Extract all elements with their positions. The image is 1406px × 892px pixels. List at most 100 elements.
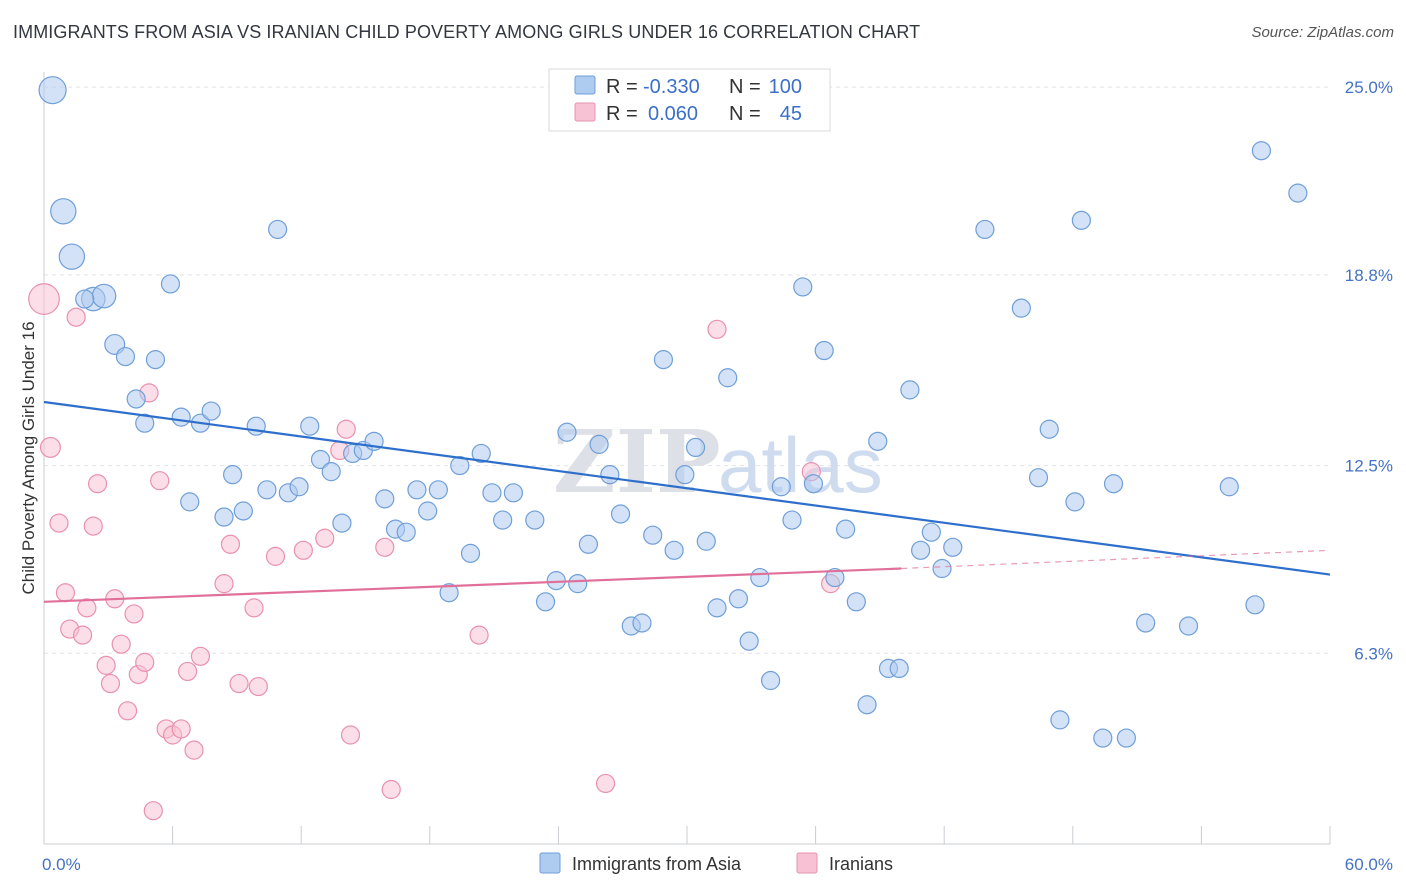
x-tick-label-min: 0.0% bbox=[42, 855, 81, 874]
iranians-point-27 bbox=[214, 574, 234, 594]
asia-point-64 bbox=[750, 567, 770, 588]
bottom-legend-label-asia: Immigrants from Asia bbox=[572, 854, 742, 874]
asia-point-55 bbox=[653, 350, 674, 370]
asia-point-78 bbox=[900, 380, 920, 400]
iranians-point-28 bbox=[220, 534, 241, 554]
asia-point-96 bbox=[1245, 595, 1265, 615]
asia-point-93 bbox=[1136, 613, 1156, 633]
asia-point-69 bbox=[803, 474, 824, 494]
iranians-point-41 bbox=[595, 773, 616, 794]
asia-point-46 bbox=[557, 422, 577, 442]
asia-point-24 bbox=[310, 449, 331, 470]
y-tick-label-3: 6.3% bbox=[1354, 644, 1393, 663]
iranians-point-35 bbox=[336, 419, 356, 439]
iranians-point-25 bbox=[184, 740, 204, 760]
y-tick-label-1: 18.8% bbox=[1345, 266, 1393, 285]
asia-point-4 bbox=[91, 283, 117, 309]
series-legend: Immigrants from Asia Iranians bbox=[539, 852, 893, 874]
iranians-point-1 bbox=[39, 436, 61, 458]
asia-point-0 bbox=[38, 76, 67, 105]
asia-point-92 bbox=[1116, 728, 1136, 748]
asia-point-89 bbox=[1071, 210, 1091, 230]
asia-point-72 bbox=[836, 519, 856, 539]
asia-point-10 bbox=[160, 274, 181, 294]
asia-point-44 bbox=[535, 592, 556, 612]
trend-line-iranians bbox=[43, 567, 902, 603]
series-iranians-points bbox=[28, 283, 841, 821]
asia-point-39 bbox=[471, 443, 491, 464]
asia-point-56 bbox=[664, 540, 684, 560]
iranians-point-33 bbox=[293, 540, 313, 560]
asia-point-73 bbox=[846, 592, 866, 612]
asia-point-86 bbox=[1039, 419, 1059, 439]
asia-point-70 bbox=[814, 340, 834, 361]
iranians-point-26 bbox=[190, 646, 211, 666]
asia-point-33 bbox=[407, 480, 427, 500]
asia-point-2 bbox=[58, 243, 86, 270]
legend-swatch-iranians bbox=[574, 102, 596, 122]
iranians-point-15 bbox=[124, 604, 144, 624]
asia-point-91 bbox=[1103, 474, 1124, 494]
asia-point-88 bbox=[1065, 492, 1085, 512]
asia-point-53 bbox=[632, 613, 652, 633]
asia-point-38 bbox=[460, 543, 481, 563]
legend-r-label-1: R = bbox=[606, 76, 638, 98]
watermark: ZIP atlas bbox=[553, 412, 883, 513]
asia-point-68 bbox=[793, 277, 813, 297]
asia-point-57 bbox=[675, 465, 695, 485]
legend-swatch-asia bbox=[574, 75, 596, 95]
asia-point-34 bbox=[418, 501, 438, 521]
iranians-point-42 bbox=[707, 319, 727, 339]
correlation-legend: R = -0.330 N = 100 R = 0.060 N = 45 bbox=[548, 68, 831, 132]
source-credit: Source: ZipAtlas.com bbox=[1251, 24, 1394, 41]
iranians-point-11 bbox=[100, 673, 121, 694]
watermark-zip: ZIP bbox=[553, 412, 721, 513]
asia-point-87 bbox=[1050, 710, 1070, 730]
series-asia-points bbox=[38, 76, 1308, 748]
asia-point-94 bbox=[1178, 616, 1199, 636]
iranians-point-23 bbox=[171, 719, 191, 739]
asia-point-54 bbox=[643, 525, 663, 545]
legend-n-label-2: N = bbox=[729, 103, 761, 125]
asia-point-50 bbox=[600, 465, 620, 485]
iranians-point-31 bbox=[248, 676, 268, 697]
iranians-point-9 bbox=[87, 474, 108, 494]
iranians-point-37 bbox=[340, 725, 361, 745]
legend-r-value-2: 0.060 bbox=[648, 103, 698, 125]
legend-n-value-2: 45 bbox=[780, 103, 802, 125]
asia-point-79 bbox=[911, 540, 931, 560]
asia-point-80 bbox=[921, 522, 941, 542]
legend-r-label-2: R = bbox=[606, 103, 638, 125]
asia-point-62 bbox=[728, 589, 749, 609]
iranians-point-3 bbox=[55, 583, 76, 603]
asia-point-65 bbox=[760, 670, 781, 691]
bottom-legend-label-iranians: Iranians bbox=[829, 854, 893, 874]
legend-r-value-1: -0.330 bbox=[643, 76, 700, 98]
axes bbox=[43, 72, 1331, 845]
iranians-point-34 bbox=[315, 528, 335, 548]
asia-point-26 bbox=[332, 513, 352, 533]
iranians-point-8 bbox=[83, 516, 103, 536]
asia-point-20 bbox=[268, 219, 288, 240]
asia-point-15 bbox=[214, 507, 234, 527]
asia-point-22 bbox=[289, 477, 309, 497]
asia-point-49 bbox=[589, 434, 609, 454]
legend-n-label-1: N = bbox=[729, 76, 761, 98]
asia-point-9 bbox=[145, 350, 166, 370]
y-tick-label-2: 12.5% bbox=[1345, 457, 1393, 476]
asia-point-7 bbox=[126, 389, 146, 409]
asia-point-35 bbox=[428, 480, 448, 500]
iranians-point-40 bbox=[469, 625, 489, 645]
iranians-point-39 bbox=[381, 779, 401, 800]
asia-point-71 bbox=[825, 567, 845, 588]
asia-point-43 bbox=[525, 510, 545, 530]
gridlines bbox=[44, 86, 1332, 654]
asia-point-77 bbox=[889, 658, 909, 679]
asia-point-85 bbox=[1028, 468, 1049, 488]
trend-line-iranians-extension bbox=[901, 549, 1331, 570]
asia-point-74 bbox=[857, 695, 877, 715]
asia-point-63 bbox=[739, 631, 759, 651]
asia-point-83 bbox=[975, 219, 995, 240]
asia-point-16 bbox=[223, 465, 243, 485]
